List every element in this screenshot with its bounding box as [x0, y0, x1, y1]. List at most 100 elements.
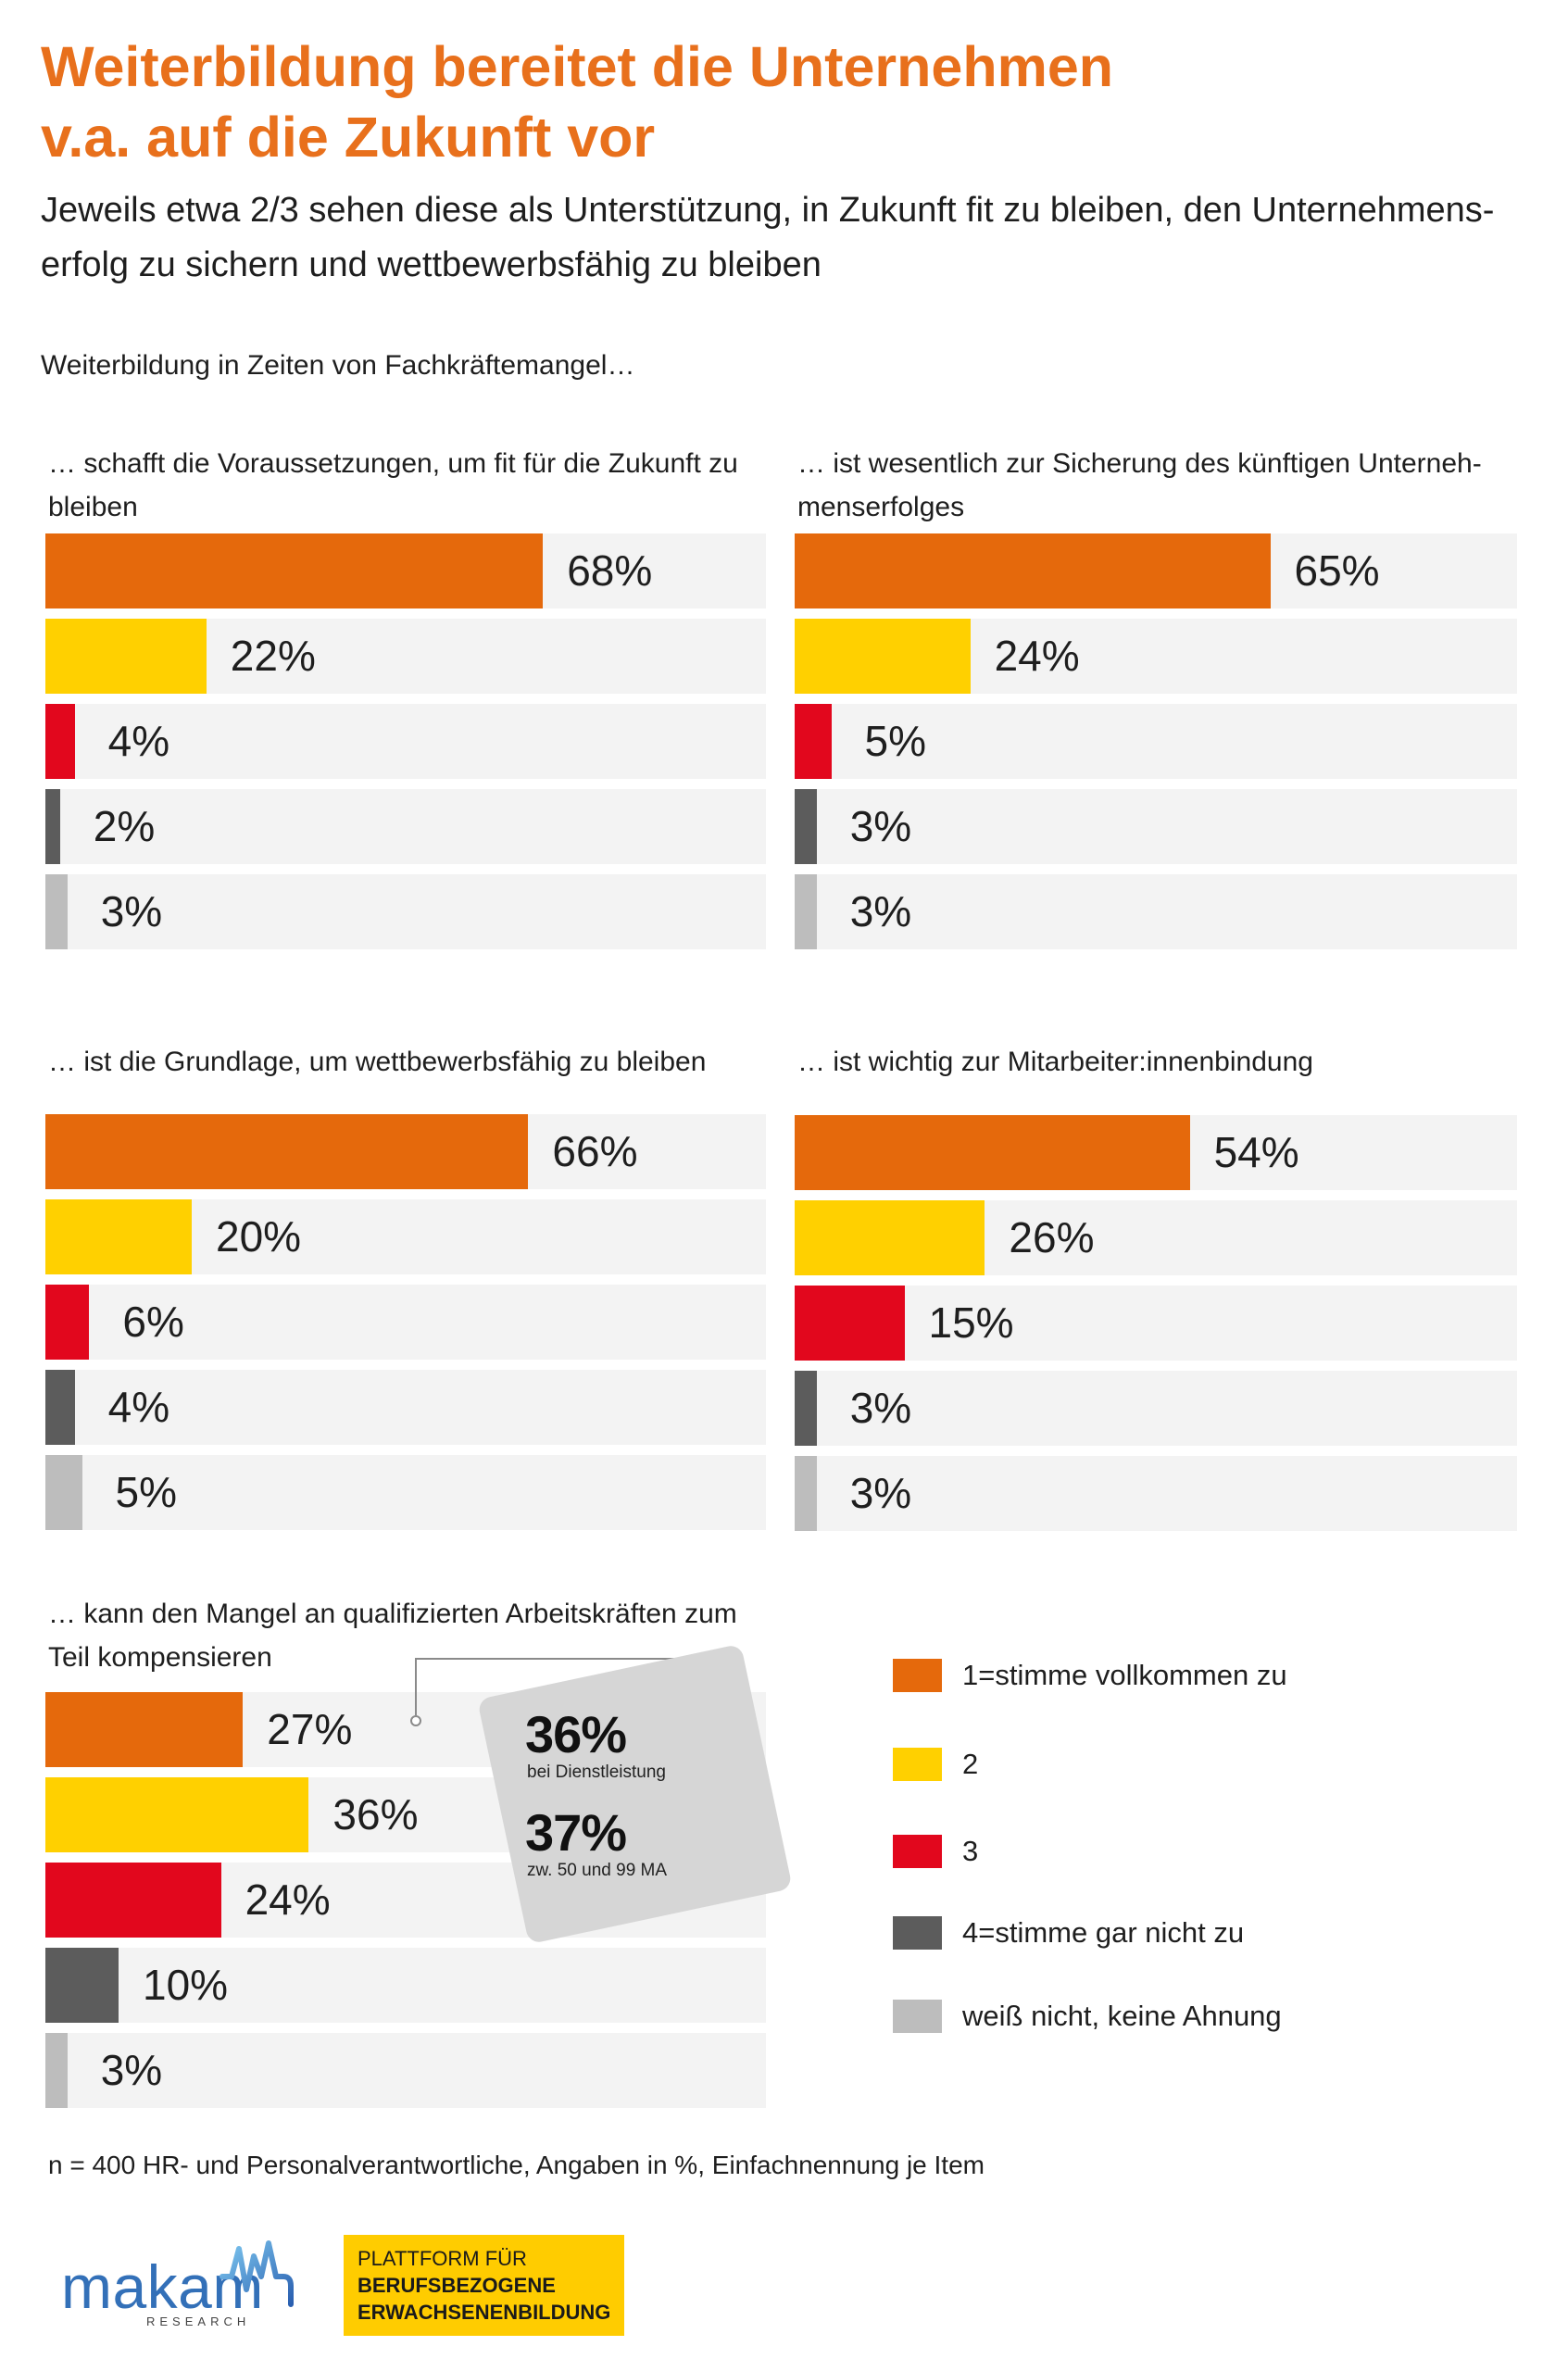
bar-row: 26%	[795, 1200, 1517, 1275]
bar-row: 10%	[45, 1948, 766, 2023]
data-label-value: 5	[115, 1468, 140, 1516]
bar-row: 3%	[795, 1371, 1517, 1446]
bar-row: 15%	[795, 1286, 1517, 1361]
bar-dont-know	[45, 1455, 82, 1530]
data-label-unit: %	[1056, 1213, 1095, 1261]
data-label: 10%	[143, 1948, 228, 2023]
data-label-unit: %	[599, 1127, 638, 1175]
bar-row: 3%	[45, 2033, 766, 2108]
data-label: 4%	[108, 704, 170, 779]
chart-title-line: … schafft die Voraussetzungen, um fit fü…	[48, 448, 738, 479]
data-label-unit: %	[117, 802, 156, 850]
data-label-value: 3	[849, 887, 874, 935]
bar-row: 22%	[45, 619, 766, 694]
bar-fully-disagree	[795, 1371, 817, 1446]
data-label-unit: %	[873, 1384, 912, 1432]
data-label-value: 3	[849, 1469, 874, 1517]
data-label-value: 15	[928, 1298, 976, 1347]
data-label: 5%	[116, 1455, 178, 1530]
data-label-value: 3	[100, 2046, 125, 2094]
chart-title-line: Teil kompensieren	[48, 1642, 272, 1673]
chart-title: … ist wichtig zur Mitarbeiter:innenbindu…	[797, 1040, 1313, 1084]
data-label: 2%	[94, 789, 156, 864]
data-label-value: 2	[93, 802, 118, 850]
data-label: 3%	[850, 789, 912, 864]
makam-tagline: RESEARCH	[146, 2315, 251, 2328]
callout-leader-line	[410, 1658, 710, 1726]
data-label: 68%	[567, 533, 652, 608]
bar-row: 4%	[45, 704, 766, 779]
bar-row: 3%	[795, 789, 1517, 864]
bar-level-3	[795, 1286, 905, 1361]
data-label-value: 20	[216, 1212, 264, 1261]
data-label-unit: %	[314, 1705, 353, 1753]
data-label: 24%	[245, 1863, 331, 1938]
bar-fully-disagree	[795, 789, 817, 864]
bar-level-2	[45, 1199, 192, 1274]
legend-label: 3	[962, 1835, 979, 1867]
bar-level-3	[45, 1863, 221, 1938]
data-label-unit: %	[292, 1875, 331, 1924]
chart-title: … ist wesentlich zur Sicherung des künft…	[797, 442, 1482, 529]
data-label-unit: %	[263, 1212, 302, 1261]
data-label-value: 68	[567, 546, 615, 595]
legend-item: 3	[893, 1835, 978, 1868]
bar-rows: 65% 24% 5% 3% 3%	[795, 533, 1517, 949]
waveform-icon	[220, 2240, 294, 2307]
data-label-unit: %	[380, 1790, 419, 1838]
legend-swatch	[893, 2000, 942, 2033]
bar-row: 66%	[45, 1114, 766, 1189]
data-label-unit: %	[1341, 546, 1380, 595]
bar-rows: 68% 22% 4% 2% 3%	[45, 533, 766, 949]
legend-swatch	[893, 1748, 942, 1781]
page-subtitle: Jeweils etwa 2/3 sehen diese als Unterst…	[41, 183, 1494, 293]
bar-row: 24%	[795, 619, 1517, 694]
bar-row: 3%	[795, 1456, 1517, 1531]
data-label: 4%	[108, 1370, 170, 1445]
data-label-value: 65	[1294, 546, 1342, 595]
page-title: Weiterbildung bereitet die Unternehmen v…	[41, 31, 1113, 172]
callout-value: 36%	[525, 1705, 627, 1763]
page-subtitle-line: Jeweils etwa 2/3 sehen diese als Unterst…	[41, 191, 1495, 230]
data-label-value: 4	[107, 717, 132, 765]
callout-label: zw. 50 und 99 MA	[527, 1861, 668, 1880]
bar-dont-know	[45, 874, 68, 949]
data-label: 5%	[865, 704, 927, 779]
data-label: 24%	[995, 619, 1080, 694]
data-label-unit: %	[614, 546, 653, 595]
legend-item: weiß nicht, keine Ahnung	[893, 2000, 1282, 2033]
section-label: Weiterbildung in Zeiten von Fachkräftema…	[41, 350, 635, 381]
data-label-value: 3	[849, 1384, 874, 1432]
bar-fully-agree	[795, 533, 1271, 608]
bar-level-3	[795, 704, 832, 779]
data-label-value: 6	[122, 1298, 146, 1346]
bar-rows: 66% 20% 6% 4% 5%	[45, 1114, 766, 1530]
data-label: 36%	[332, 1777, 418, 1852]
data-label-unit: %	[190, 1961, 229, 2009]
bar-fully-disagree	[45, 789, 60, 864]
bar-rows: 27% 36% 24% 10% 3%	[45, 1692, 766, 2108]
legend-item: 1=stimme vollkommen zu	[893, 1659, 1287, 1692]
data-label-value: 24	[994, 632, 1042, 680]
bar-level-3	[45, 704, 75, 779]
platform-logo: PLATTFORM FÜR BERUFSBEZOGENE ERWACHSENEN…	[344, 2235, 624, 2336]
bar-dont-know	[795, 1456, 817, 1531]
data-label: 15%	[929, 1286, 1014, 1361]
platform-logo-line: ERWACHSENENBILDUNG	[358, 2301, 611, 2324]
bar-row: 68%	[45, 533, 766, 608]
data-label-unit: %	[1041, 632, 1080, 680]
bar-row: 5%	[45, 1455, 766, 1530]
bar-fully-disagree	[45, 1370, 75, 1445]
data-label-unit: %	[975, 1298, 1014, 1347]
data-label-unit: %	[873, 802, 912, 850]
bar-level-3	[45, 1285, 90, 1360]
chart-title-line: bleiben	[48, 492, 138, 522]
legend-label: 4=stimme gar nicht zu	[962, 1916, 1245, 1949]
chart-title: … schafft die Voraussetzungen, um fit fü…	[48, 442, 738, 529]
data-label-value: 24	[245, 1875, 293, 1924]
data-label: 66%	[552, 1114, 637, 1189]
data-label: 20%	[216, 1199, 301, 1274]
bar-level-2	[45, 619, 207, 694]
chart-title-line: … ist wichtig zur Mitarbeiter:innenbindu…	[797, 1047, 1313, 1077]
bar-row: 20%	[45, 1199, 766, 1274]
